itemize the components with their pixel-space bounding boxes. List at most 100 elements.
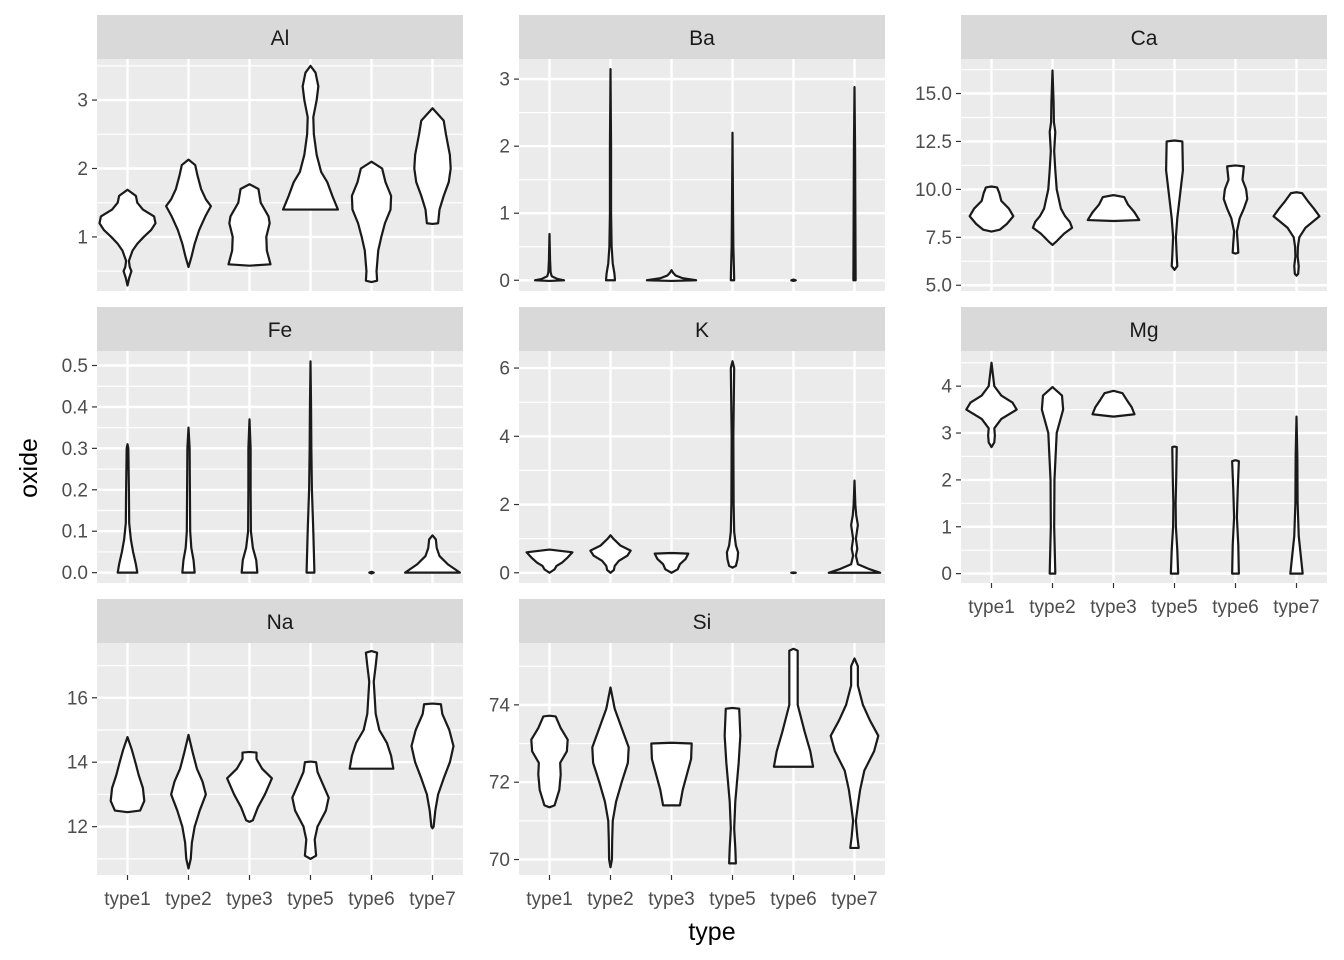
y-tick-label: 3 [499, 70, 510, 91]
y-tick-label: 4 [499, 427, 510, 448]
violin-type5 [1169, 445, 1180, 575]
x-tick-label: type1 [104, 889, 150, 910]
y-axis-title: oxide [15, 438, 43, 498]
violin-type6 [790, 278, 797, 283]
violin-type2 [591, 686, 630, 869]
violin-type1 [965, 361, 1018, 449]
strip-label: Mg [1129, 319, 1158, 342]
y-tick-label: 4 [941, 377, 952, 398]
y-tick-label: 0 [499, 271, 510, 292]
x-tick-label: type3 [1090, 597, 1136, 618]
violin-type2 [170, 733, 207, 870]
panel-al: 1 2 3 Al [77, 15, 463, 291]
violin-type1 [525, 548, 574, 574]
y-tick-label: 3 [941, 424, 952, 445]
x-tick-label: type1 [968, 597, 1014, 618]
violin-type3 [1086, 194, 1141, 223]
strip-background [519, 15, 885, 59]
strip-background [97, 599, 463, 643]
x-axis-title: type [688, 918, 735, 946]
x-tick-label: type2 [1029, 597, 1075, 618]
panel-ba: 0 1 2 3 Ba [499, 15, 885, 292]
violin-type3 [653, 551, 690, 574]
panel-background [97, 59, 463, 291]
violin-type3 [1091, 389, 1136, 418]
strip-label: Ba [689, 27, 715, 50]
violin-type2 [604, 67, 617, 282]
violin-type5 [723, 706, 742, 865]
violin-type6 [1222, 164, 1249, 255]
violin-type5 [305, 360, 316, 574]
y-tick-label: 0 [499, 563, 510, 584]
y-tick-label: 0.4 [62, 397, 89, 418]
y-tick-label: 2 [941, 470, 952, 491]
y-tick-label: 15.0 [915, 84, 952, 105]
y-tick-label: 5.0 [926, 276, 952, 297]
violin-type5 [1165, 139, 1184, 272]
panel-background [97, 351, 463, 583]
panel-background [519, 59, 885, 291]
panel-na: 12 14 16 Na type1 type2 type3 type5 type6 type7 [67, 599, 463, 910]
y-tick-label: 6 [499, 359, 510, 380]
y-tick-label: 0.1 [62, 522, 88, 543]
panel-ca: 5.0 7.5 10.0 12.5 15.0 Ca [915, 15, 1327, 297]
y-tick-label: 7.5 [926, 228, 952, 249]
x-tick-label: type7 [409, 889, 455, 910]
x-tick-label: type7 [1273, 597, 1319, 618]
panel-background [97, 643, 463, 875]
chart-panels: 123Al0123Ba5.07.510.012.515.0Ca0.00.10.2… [62, 15, 1327, 910]
panel-background [961, 59, 1327, 291]
violin-type2 [1040, 385, 1065, 575]
x-tick-label: type1 [526, 889, 572, 910]
y-tick-label: 2 [499, 495, 510, 516]
violin-type5 [281, 64, 340, 211]
violin-type7 [852, 86, 857, 282]
x-tick-label: type6 [770, 889, 816, 910]
x-tick-label: type5 [1151, 597, 1197, 618]
strip-background [97, 307, 463, 351]
x-tick-label: type2 [587, 889, 633, 910]
violin-type6 [772, 647, 815, 768]
violin-type2 [165, 158, 212, 269]
violin-type6 [348, 649, 395, 770]
violin-type6 [350, 160, 393, 284]
y-tick-label: 16 [67, 688, 88, 709]
violin-type7 [403, 534, 462, 574]
y-tick-label: 0.3 [62, 439, 88, 460]
violin-type1 [533, 232, 566, 283]
strip-label: Ca [1131, 27, 1158, 50]
violin-type1 [98, 188, 157, 287]
violin-type7 [1289, 415, 1304, 575]
strip-background [961, 15, 1327, 59]
y-tick-label: 0.2 [62, 480, 88, 501]
violin-type5 [291, 760, 330, 860]
violin-type3 [240, 418, 259, 574]
violin-type1 [109, 735, 146, 814]
x-tick-label: type3 [648, 889, 694, 910]
y-tick-label: 1 [941, 517, 952, 538]
panel-background [961, 351, 1327, 583]
y-tick-label: 1 [499, 204, 510, 225]
panel-background [519, 643, 885, 875]
x-tick-label: type6 [1212, 597, 1258, 618]
y-tick-label: 2 [499, 137, 510, 158]
y-tick-label: 2 [77, 159, 88, 180]
strip-label: Al [271, 27, 290, 50]
violin-type7 [827, 479, 882, 574]
y-tick-label: 0.0 [62, 563, 88, 584]
violin-type7 [413, 107, 452, 226]
x-tick-label: type7 [831, 889, 877, 910]
y-tick-label: 72 [489, 773, 510, 794]
violin-type1 [116, 443, 139, 574]
x-tick-label: type6 [348, 889, 394, 910]
x-tick-label: type3 [226, 889, 272, 910]
panel-si: 70 72 74 Si type1 type2 type3 type5 type6 type7 [489, 599, 885, 910]
strip-label: Si [693, 611, 712, 634]
violin-type3 [650, 741, 693, 807]
strip-background [961, 307, 1327, 351]
violin-type1 [968, 185, 1015, 233]
violin-type6 [790, 571, 797, 575]
violin-type2 [1031, 69, 1074, 247]
y-tick-label: 3 [77, 91, 88, 112]
y-tick-label: 10.0 [915, 180, 952, 201]
